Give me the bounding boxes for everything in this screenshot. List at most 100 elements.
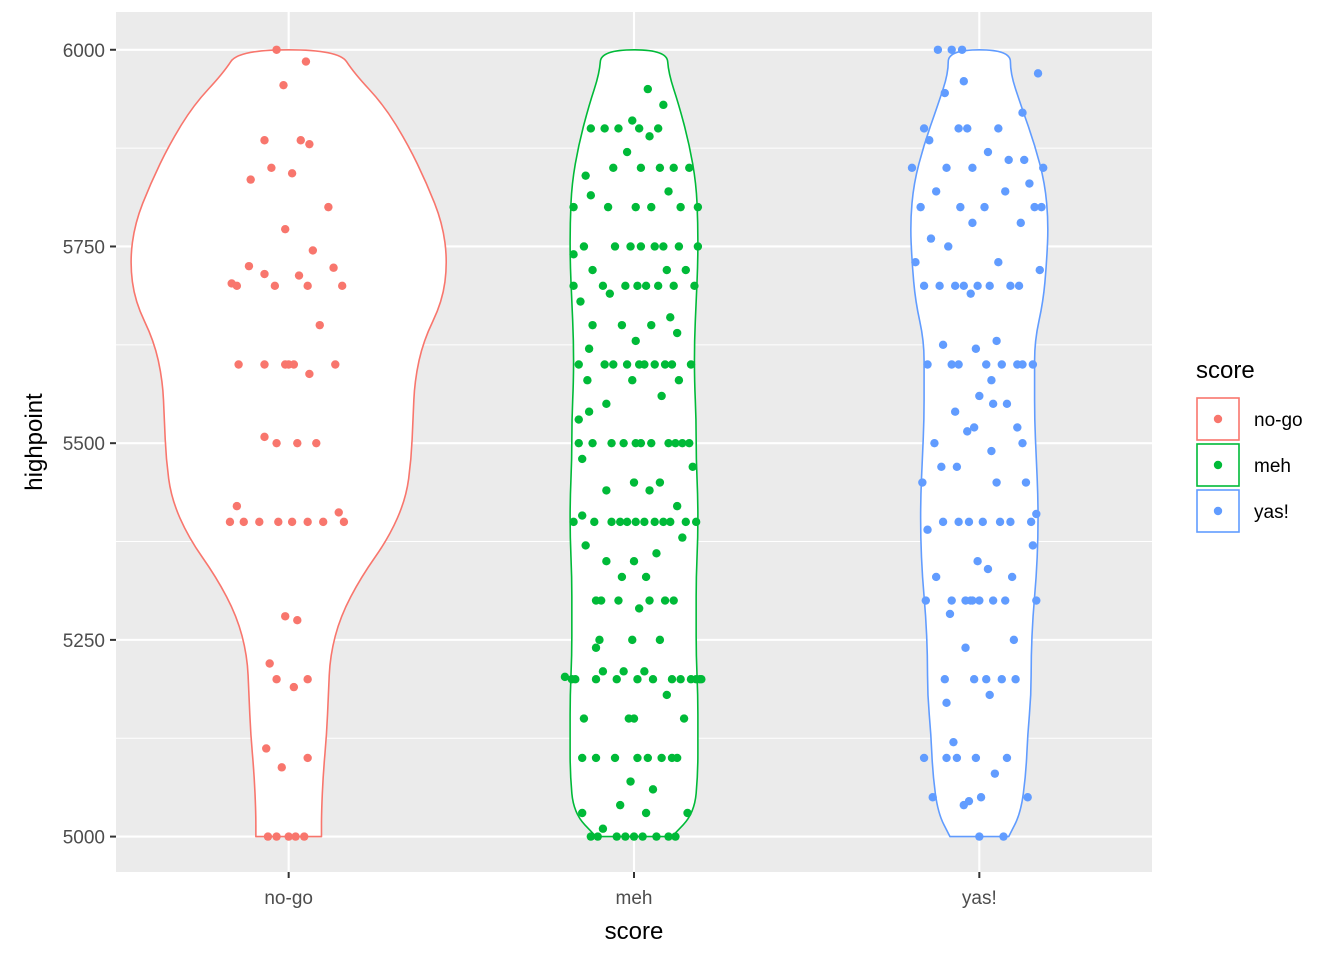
- data-point-yas!: [938, 340, 948, 350]
- data-point-yas!: [952, 462, 962, 471]
- data-point-meh: [650, 242, 659, 251]
- data-point-meh: [640, 517, 649, 527]
- data-point-no-go: [315, 320, 324, 330]
- data-point-no-go: [329, 263, 338, 272]
- data-point-no-go: [255, 517, 264, 527]
- data-point-meh: [672, 753, 682, 763]
- data-point-meh: [691, 517, 701, 527]
- data-point-no-go: [291, 832, 300, 841]
- data-point-no-go: [279, 80, 288, 90]
- data-point-yas!: [997, 360, 1006, 369]
- data-point-yas!: [983, 564, 993, 574]
- data-point-yas!: [1013, 423, 1022, 432]
- data-point-meh: [622, 360, 632, 369]
- data-point-meh: [610, 242, 620, 251]
- data-point-meh: [678, 438, 687, 448]
- data-point-meh: [602, 557, 611, 566]
- data-point-meh: [578, 753, 587, 763]
- data-point-yas!: [1032, 596, 1041, 605]
- data-point-meh: [652, 549, 661, 558]
- data-point-meh: [697, 675, 706, 684]
- data-point-meh: [667, 360, 677, 369]
- data-point-yas!: [1014, 281, 1024, 291]
- data-point-no-go: [293, 438, 302, 448]
- data-point-meh: [633, 753, 642, 763]
- data-point-meh: [645, 486, 654, 495]
- data-point-yas!: [916, 202, 925, 212]
- data-point-meh: [674, 242, 684, 251]
- data-point-yas!: [1026, 517, 1036, 527]
- data-point-meh: [686, 360, 696, 369]
- data-point-yas!: [919, 753, 929, 763]
- data-point-yas!: [940, 88, 949, 98]
- data-point-meh: [569, 517, 578, 527]
- data-point-yas!: [931, 187, 941, 196]
- data-point-meh: [603, 202, 613, 212]
- data-point-yas!: [961, 643, 970, 652]
- data-point-meh: [591, 675, 601, 684]
- data-point-meh: [598, 281, 608, 291]
- data-point-meh: [602, 399, 611, 409]
- data-point-yas!: [985, 690, 994, 700]
- data-point-meh: [598, 667, 608, 676]
- data-point-meh: [586, 832, 596, 841]
- data-point-no-go: [263, 832, 273, 841]
- data-point-meh: [629, 714, 639, 723]
- data-point-yas!: [983, 147, 993, 157]
- data-point-yas!: [1002, 399, 1012, 409]
- data-point-yas!: [942, 163, 951, 172]
- data-point-yas!: [1020, 155, 1029, 165]
- data-point-meh: [590, 517, 599, 527]
- data-point-yas!: [911, 258, 920, 267]
- data-point-meh: [667, 675, 677, 684]
- data-point-yas!: [982, 675, 991, 684]
- data-point-yas!: [1032, 509, 1041, 519]
- data-point-no-go: [289, 682, 299, 692]
- data-point-yas!: [1018, 108, 1027, 117]
- data-point-yas!: [973, 557, 982, 566]
- data-point-meh: [683, 808, 692, 818]
- data-point-yas!: [935, 281, 944, 291]
- data-point-no-go: [260, 136, 269, 145]
- data-point-yas!: [949, 737, 958, 747]
- data-point-yas!: [1028, 360, 1038, 369]
- data-point-meh: [574, 438, 583, 448]
- data-point-meh: [647, 202, 656, 212]
- data-point-yas!: [987, 376, 996, 385]
- data-point-yas!: [969, 423, 979, 432]
- data-point-meh: [614, 596, 623, 605]
- data-point-meh: [588, 438, 597, 448]
- data-point-meh: [607, 438, 616, 448]
- data-point-meh: [600, 124, 609, 133]
- data-point-meh: [636, 163, 646, 172]
- data-point-no-go: [287, 517, 297, 527]
- data-point-meh: [584, 407, 594, 416]
- data-point-no-go: [272, 45, 281, 54]
- data-point-meh: [647, 438, 656, 448]
- data-point-yas!: [1007, 572, 1017, 582]
- legend: score no-go meh yas!: [1196, 357, 1303, 533]
- data-point-yas!: [945, 609, 955, 619]
- data-point-meh: [629, 478, 639, 487]
- data-point-yas!: [923, 525, 932, 534]
- data-point-yas!: [926, 234, 936, 243]
- data-point-meh: [688, 462, 697, 471]
- data-point-meh: [622, 147, 632, 157]
- data-point-meh: [666, 313, 675, 322]
- data-point-yas!: [987, 446, 996, 456]
- data-point-meh: [660, 596, 670, 605]
- data-point-yas!: [975, 832, 984, 841]
- data-point-no-go: [246, 175, 255, 184]
- data-point-meh: [579, 242, 589, 251]
- data-point-meh: [634, 124, 644, 133]
- data-point-yas!: [942, 753, 951, 763]
- data-point-meh: [591, 753, 601, 763]
- data-point-no-go: [294, 271, 304, 280]
- data-point-yas!: [978, 517, 987, 527]
- data-point-yas!: [959, 281, 968, 291]
- data-point-yas!: [907, 163, 917, 172]
- data-point-meh: [576, 297, 585, 306]
- data-point-meh: [610, 753, 620, 763]
- legend-label-meh: meh: [1254, 456, 1291, 477]
- data-point-no-go: [260, 269, 269, 279]
